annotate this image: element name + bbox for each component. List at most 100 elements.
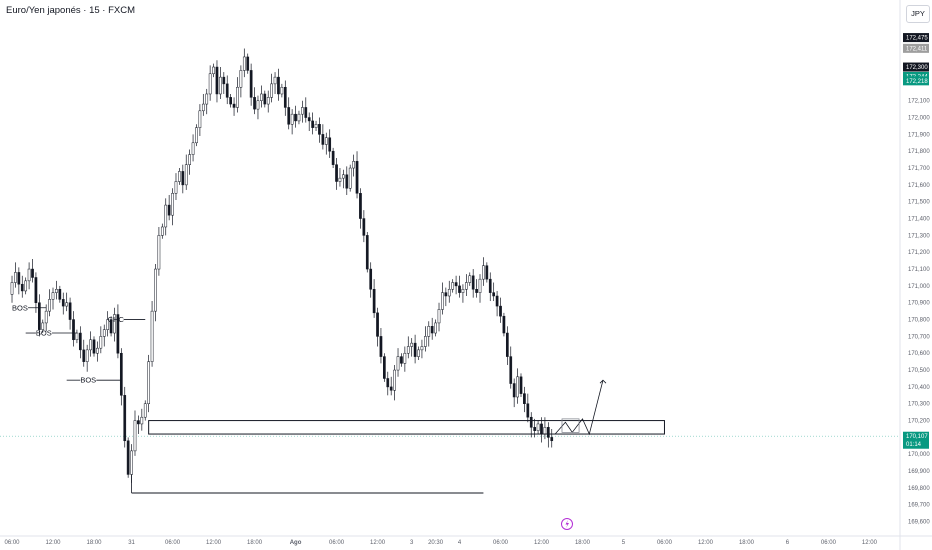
- structure-label-chc: CHC: [108, 315, 125, 324]
- candle: [372, 289, 376, 314]
- candle: [290, 113, 294, 125]
- candle: [550, 437, 554, 442]
- candle: [222, 76, 226, 85]
- y-tick-label: 171,900: [908, 132, 930, 138]
- x-tick-label: 12:00: [534, 540, 550, 546]
- candle: [277, 76, 280, 95]
- candle: [140, 416, 144, 425]
- candle: [314, 124, 318, 128]
- candle: [488, 278, 492, 293]
- y-tick-label: 171,600: [908, 183, 930, 189]
- candle: [78, 332, 82, 351]
- candle: [51, 292, 55, 300]
- candle: [485, 265, 489, 280]
- candle: [324, 137, 328, 145]
- price-badge-label: 170,107: [906, 434, 928, 440]
- candle: [154, 268, 157, 312]
- candle: [444, 292, 448, 297]
- candle: [10, 282, 14, 295]
- x-tick-label: 3: [410, 540, 414, 546]
- candle: [505, 332, 509, 357]
- candle: [471, 275, 475, 290]
- candle: [318, 124, 321, 135]
- projection-path[interactable]: [554, 380, 604, 436]
- price-badge: [903, 439, 929, 449]
- candle: [355, 161, 359, 194]
- candle: [499, 305, 502, 317]
- candle: [454, 282, 458, 287]
- demand-zone-box[interactable]: [148, 420, 665, 435]
- candle: [201, 103, 205, 112]
- candle: [58, 289, 62, 300]
- candle: [523, 393, 526, 404]
- y-tick-label: 171,300: [908, 233, 930, 239]
- candle: [287, 107, 291, 125]
- candle: [85, 349, 89, 362]
- candle: [150, 310, 154, 362]
- candle: [188, 154, 191, 165]
- candle: [246, 56, 250, 71]
- candle: [14, 272, 17, 283]
- candle: [321, 134, 325, 145]
- candle: [533, 427, 537, 431]
- price-badge: [903, 431, 929, 441]
- candle: [529, 416, 533, 428]
- candle: [526, 403, 530, 418]
- y-tick-label: 170,200: [908, 419, 930, 425]
- candle: [331, 150, 335, 165]
- candle: [75, 332, 79, 341]
- y-tick-label: 169,900: [908, 469, 930, 475]
- structure-label-bos: BOS: [80, 376, 96, 385]
- candle: [126, 440, 130, 475]
- symbol-title: Euro/Yen japonés · 15 · FXCM: [6, 5, 136, 16]
- y-tick-label: 169,700: [908, 503, 930, 509]
- candle: [212, 66, 215, 75]
- candle: [441, 292, 444, 310]
- candle: [61, 299, 65, 307]
- x-tick-label: 18:00: [247, 540, 263, 546]
- candle: [516, 376, 519, 398]
- candle: [191, 142, 195, 155]
- lightning-bolt-shape: [565, 520, 569, 528]
- candle: [171, 193, 174, 216]
- candle: [376, 312, 379, 337]
- x-tick-label: 18:00: [739, 540, 755, 546]
- candle: [410, 342, 414, 347]
- candle: [427, 326, 431, 337]
- candle: [348, 167, 352, 189]
- candle: [461, 289, 465, 293]
- x-tick-label: 12:00: [698, 540, 714, 546]
- candle: [297, 113, 301, 122]
- currency-button[interactable]: JPY: [906, 5, 930, 23]
- candle: [44, 310, 48, 324]
- candle: [383, 356, 386, 379]
- candle: [362, 218, 366, 236]
- candle: [502, 315, 506, 334]
- candle: [424, 336, 427, 347]
- candle: [229, 97, 232, 105]
- x-tick-label: 12:00: [862, 540, 878, 546]
- candle: [239, 70, 243, 88]
- candle: [546, 427, 550, 438]
- candle: [99, 336, 103, 349]
- entry-box[interactable]: [561, 418, 580, 433]
- candle: [256, 100, 260, 110]
- candle: [123, 395, 127, 442]
- candle: [519, 376, 523, 394]
- candle: [37, 302, 41, 330]
- candle: [31, 268, 34, 278]
- candle: [464, 282, 468, 290]
- candle: [119, 352, 123, 396]
- y-tick-label: 172,100: [908, 99, 930, 105]
- candle: [137, 420, 140, 425]
- y-tick-label: 172,000: [908, 116, 930, 122]
- candle: [253, 97, 256, 110]
- candle: [434, 322, 437, 334]
- x-tick-label: 5: [622, 540, 626, 546]
- x-tick-label: 06:00: [165, 540, 181, 546]
- candle: [219, 76, 222, 95]
- candle: [82, 349, 86, 362]
- structure-label-bos: BOS: [12, 303, 28, 312]
- y-tick-label: 170,000: [908, 452, 930, 458]
